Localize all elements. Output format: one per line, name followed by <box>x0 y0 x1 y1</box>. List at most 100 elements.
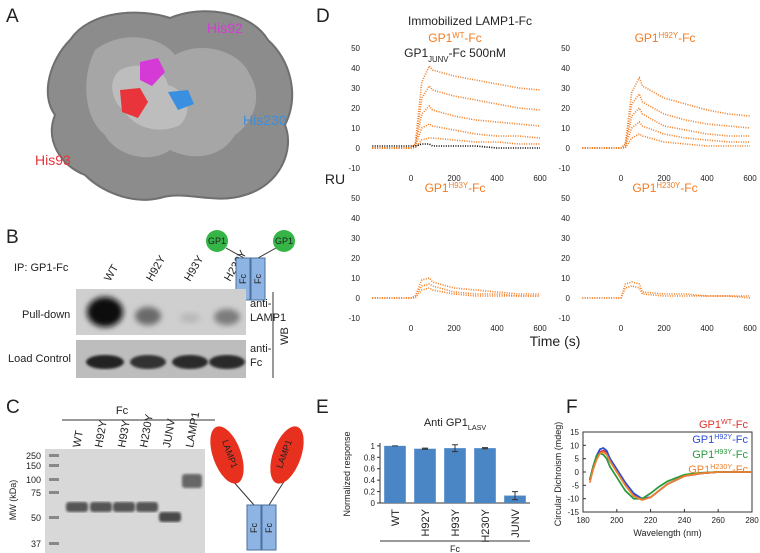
chart-title: Immobilized LAMP1-Fc <box>408 14 532 28</box>
row-label: Load Control <box>8 353 71 365</box>
x-tick-label: H230Y <box>480 508 492 542</box>
y-tick-label: 30 <box>561 84 570 93</box>
panel-letter: A <box>6 6 19 27</box>
y-axis-label: Normalized response <box>342 431 352 516</box>
y-tick-label: 0 <box>575 468 580 477</box>
subplot-title: GP1H230Y-Fc <box>632 181 697 196</box>
diagram-label: GP1 <box>275 236 293 246</box>
error-bar <box>422 447 428 450</box>
mw-marker: 50 <box>31 513 41 523</box>
ip-label: IP: GP1-Fc <box>14 262 69 274</box>
subplot-title-part: H230Y <box>656 181 681 190</box>
y-tick-label: 0 <box>566 294 571 303</box>
panel-letter: C <box>6 397 20 418</box>
x-tick-label: 200 <box>447 174 461 183</box>
sensorgram <box>582 76 751 149</box>
y-tick-label: 20 <box>561 104 570 113</box>
y-tick-label: 0 <box>371 499 376 508</box>
y-tick-label: 10 <box>561 274 570 283</box>
legend-label-part: -Fc 500nM <box>449 46 506 60</box>
legend-label-part: -Fc <box>732 434 748 446</box>
y-tick-label: 50 <box>561 194 570 203</box>
diagram-label: Fc <box>238 274 248 284</box>
legend-label: GP1H93Y-Fc <box>692 448 748 461</box>
y-tick-label: 40 <box>561 64 570 73</box>
y-axis-label: RU <box>325 171 345 187</box>
y-tick-label: 0.6 <box>364 465 376 474</box>
diagram-label: GP1 <box>208 236 226 246</box>
y-tick-label: 10 <box>351 274 360 283</box>
mw-axis-label: MW (kDa) <box>8 480 18 521</box>
x-tick-label: 600 <box>743 324 757 333</box>
antibody-label: Fc <box>250 357 263 369</box>
legend-label-part: -Fc <box>732 464 748 476</box>
lane-label: H92Y <box>144 253 168 283</box>
legend-label-part: GP1 <box>404 46 428 60</box>
sensorgram <box>372 143 540 149</box>
legend-label-part: GP1 <box>692 434 714 446</box>
panel-letter: F <box>566 397 578 418</box>
subplot-title: GP1H93Y-Fc <box>425 181 486 196</box>
residue-label: His92 <box>207 20 243 36</box>
legend-label: GP1WT-Fc <box>699 418 749 431</box>
subplot-title: GP1H92Y-Fc <box>635 31 696 46</box>
legend-label-part: GP1 <box>699 419 721 431</box>
y-tick-label: -10 <box>567 495 579 504</box>
sensorgram <box>582 92 751 149</box>
y-tick-label: 30 <box>351 234 360 243</box>
gel-image <box>45 449 205 553</box>
lane-label: H93Y <box>116 419 133 449</box>
residue-label: His230 <box>243 112 287 128</box>
mw-marker: 37 <box>31 539 41 549</box>
chart-title-part: LASV <box>468 424 486 432</box>
lane-label: WT <box>71 429 86 448</box>
legend-label-part: JUNV <box>428 55 449 64</box>
panel-letter: D <box>316 6 330 27</box>
x-tick-label: 0 <box>619 174 624 183</box>
legend-label-part: GP1 <box>688 464 710 476</box>
diagram-label: Fc <box>253 274 263 284</box>
x-tick-label: 280 <box>745 516 759 525</box>
y-tick-label: -10 <box>348 164 360 173</box>
y-tick-label: 10 <box>351 124 360 133</box>
sensorgram <box>582 133 750 149</box>
bar <box>444 448 466 503</box>
bar <box>414 448 436 503</box>
subplot-title-part: -Fc <box>678 31 695 45</box>
chart-title: Anti GP1LASV <box>424 417 487 432</box>
subplot-title-part: WT <box>452 31 464 40</box>
mw-marker: 150 <box>26 461 41 471</box>
x-tick-label: 200 <box>657 174 671 183</box>
mw-marker: 100 <box>26 475 41 485</box>
subplot-title-part: -Fc <box>464 31 481 45</box>
diagram-label: Fc <box>249 523 259 533</box>
y-tick-label: 50 <box>351 44 360 53</box>
x-tick-label: WT <box>390 509 402 526</box>
antibody-label: anti- <box>250 298 272 310</box>
lane-label: WT <box>102 262 121 283</box>
sensorgram <box>582 285 751 299</box>
sensorgram <box>372 84 541 149</box>
bar <box>384 445 406 503</box>
cd-line <box>588 450 752 501</box>
sensorgram <box>372 287 540 299</box>
x-axis-label: Time (s) <box>530 333 581 349</box>
construct-diagram <box>210 426 304 551</box>
y-tick-label: 5 <box>575 455 580 464</box>
legend-label: GP1H92Y-Fc <box>692 433 748 446</box>
subplot-title-part: H92Y <box>659 31 679 40</box>
bar <box>474 448 496 503</box>
x-tick-label: 220 <box>644 516 658 525</box>
y-tick-label: 0.2 <box>364 488 376 497</box>
residue-label: His93 <box>35 152 71 168</box>
x-tick-label: 200 <box>657 324 671 333</box>
lane-label: H93Y <box>182 253 206 283</box>
y-tick-label: 40 <box>561 214 570 223</box>
diagram-label: Fc <box>264 523 274 533</box>
sensorgram <box>582 281 750 299</box>
y-tick-label: 30 <box>561 234 570 243</box>
x-tick-label: 400 <box>700 324 714 333</box>
y-tick-label: 50 <box>351 194 360 203</box>
lane-label: LAMP1 <box>184 411 202 449</box>
legend-label-part: -Fc <box>732 419 748 431</box>
